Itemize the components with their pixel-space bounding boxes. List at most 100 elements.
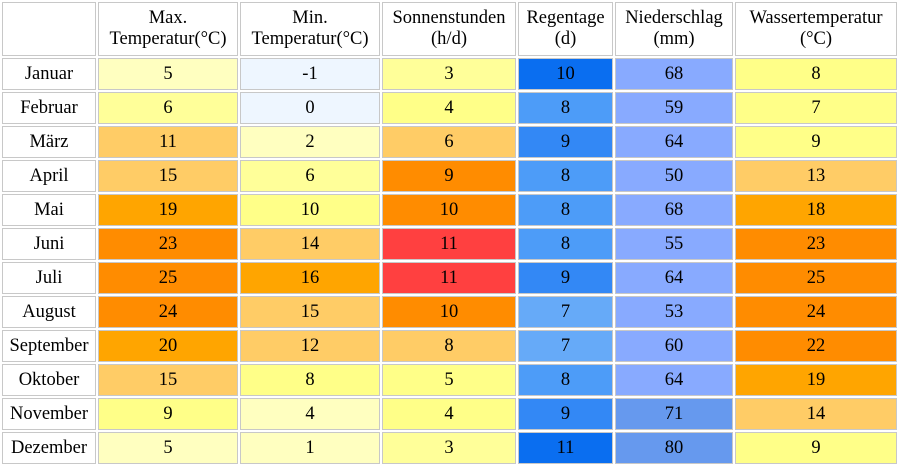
cell-precipitation: 64 bbox=[615, 364, 733, 396]
cell-precipitation: 64 bbox=[615, 262, 733, 294]
cell-rain-days: 8 bbox=[518, 364, 613, 396]
table-row: Dezember 5 1 3 11 80 9 bbox=[2, 432, 897, 464]
header-row: Max. Temperatur(°C) Min. Temperatur(°C) So… bbox=[2, 2, 897, 56]
cell-min-temp: 0 bbox=[240, 92, 380, 124]
cell-min-temp: 10 bbox=[240, 194, 380, 226]
cell-water-temp: 13 bbox=[735, 160, 897, 192]
cell-precipitation: 50 bbox=[615, 160, 733, 192]
month-label: August bbox=[2, 296, 96, 328]
cell-rain-days: 9 bbox=[518, 398, 613, 430]
cell-max-temp: 15 bbox=[98, 364, 238, 396]
table-row: März 11 2 6 9 64 9 bbox=[2, 126, 897, 158]
cell-max-temp: 24 bbox=[98, 296, 238, 328]
cell-precipitation: 64 bbox=[615, 126, 733, 158]
month-label: Mai bbox=[2, 194, 96, 226]
cell-sunshine: 11 bbox=[382, 262, 516, 294]
month-label: Januar bbox=[2, 58, 96, 90]
cell-min-temp: 14 bbox=[240, 228, 380, 260]
cell-rain-days: 7 bbox=[518, 296, 613, 328]
table-body: Januar 5 -1 3 10 68 8 Februar 6 0 4 8 59 7 März 11 2 6 9 64… bbox=[2, 58, 897, 464]
header-water-temp: Wassertemperatur (°C) bbox=[735, 2, 897, 56]
table-row: Oktober 15 8 5 8 64 19 bbox=[2, 364, 897, 396]
cell-sunshine: 11 bbox=[382, 228, 516, 260]
month-label: Februar bbox=[2, 92, 96, 124]
cell-precipitation: 71 bbox=[615, 398, 733, 430]
cell-min-temp: -1 bbox=[240, 58, 380, 90]
table-row: Juli 25 16 11 9 64 25 bbox=[2, 262, 897, 294]
table-row: Mai 19 10 10 8 68 18 bbox=[2, 194, 897, 226]
cell-min-temp: 12 bbox=[240, 330, 380, 362]
table-row: Februar 6 0 4 8 59 7 bbox=[2, 92, 897, 124]
month-label: April bbox=[2, 160, 96, 192]
cell-rain-days: 10 bbox=[518, 58, 613, 90]
table-row: Juni 23 14 11 8 55 23 bbox=[2, 228, 897, 260]
cell-precipitation: 68 bbox=[615, 58, 733, 90]
cell-precipitation: 53 bbox=[615, 296, 733, 328]
cell-sunshine: 6 bbox=[382, 126, 516, 158]
cell-max-temp: 9 bbox=[98, 398, 238, 430]
cell-water-temp: 9 bbox=[735, 126, 897, 158]
cell-sunshine: 10 bbox=[382, 296, 516, 328]
table-row: Januar 5 -1 3 10 68 8 bbox=[2, 58, 897, 90]
cell-precipitation: 55 bbox=[615, 228, 733, 260]
cell-max-temp: 11 bbox=[98, 126, 238, 158]
cell-sunshine: 3 bbox=[382, 58, 516, 90]
cell-max-temp: 19 bbox=[98, 194, 238, 226]
cell-rain-days: 9 bbox=[518, 262, 613, 294]
cell-rain-days: 8 bbox=[518, 228, 613, 260]
header-rain-days: Regentage (d) bbox=[518, 2, 613, 56]
cell-sunshine: 5 bbox=[382, 364, 516, 396]
cell-precipitation: 68 bbox=[615, 194, 733, 226]
cell-water-temp: 9 bbox=[735, 432, 897, 464]
cell-rain-days: 8 bbox=[518, 92, 613, 124]
cell-water-temp: 23 bbox=[735, 228, 897, 260]
cell-max-temp: 20 bbox=[98, 330, 238, 362]
cell-rain-days: 8 bbox=[518, 160, 613, 192]
cell-water-temp: 7 bbox=[735, 92, 897, 124]
month-label: März bbox=[2, 126, 96, 158]
table-row: November 9 4 4 9 71 14 bbox=[2, 398, 897, 430]
cell-rain-days: 11 bbox=[518, 432, 613, 464]
header-precipitation: Niederschlag (mm) bbox=[615, 2, 733, 56]
cell-rain-days: 9 bbox=[518, 126, 613, 158]
corner-cell bbox=[2, 2, 96, 56]
cell-max-temp: 25 bbox=[98, 262, 238, 294]
cell-sunshine: 3 bbox=[382, 432, 516, 464]
cell-precipitation: 59 bbox=[615, 92, 733, 124]
cell-rain-days: 8 bbox=[518, 194, 613, 226]
cell-water-temp: 19 bbox=[735, 364, 897, 396]
month-label: November bbox=[2, 398, 96, 430]
cell-max-temp: 5 bbox=[98, 432, 238, 464]
cell-min-temp: 4 bbox=[240, 398, 380, 430]
cell-max-temp: 5 bbox=[98, 58, 238, 90]
cell-sunshine: 9 bbox=[382, 160, 516, 192]
cell-water-temp: 8 bbox=[735, 58, 897, 90]
cell-min-temp: 2 bbox=[240, 126, 380, 158]
cell-precipitation: 80 bbox=[615, 432, 733, 464]
header-max-temp: Max. Temperatur(°C) bbox=[98, 2, 238, 56]
cell-min-temp: 1 bbox=[240, 432, 380, 464]
month-label: Oktober bbox=[2, 364, 96, 396]
cell-precipitation: 60 bbox=[615, 330, 733, 362]
table-row: August 24 15 10 7 53 24 bbox=[2, 296, 897, 328]
cell-sunshine: 10 bbox=[382, 194, 516, 226]
header-sunshine: Sonnenstunden (h/d) bbox=[382, 2, 516, 56]
cell-water-temp: 14 bbox=[735, 398, 897, 430]
cell-sunshine: 8 bbox=[382, 330, 516, 362]
cell-water-temp: 18 bbox=[735, 194, 897, 226]
cell-min-temp: 8 bbox=[240, 364, 380, 396]
cell-min-temp: 16 bbox=[240, 262, 380, 294]
month-label: September bbox=[2, 330, 96, 362]
month-label: Juni bbox=[2, 228, 96, 260]
table-row: September 20 12 8 7 60 22 bbox=[2, 330, 897, 362]
cell-max-temp: 15 bbox=[98, 160, 238, 192]
header-min-temp: Min. Temperatur(°C) bbox=[240, 2, 380, 56]
month-label: Juli bbox=[2, 262, 96, 294]
cell-water-temp: 25 bbox=[735, 262, 897, 294]
cell-water-temp: 24 bbox=[735, 296, 897, 328]
month-label: Dezember bbox=[2, 432, 96, 464]
cell-sunshine: 4 bbox=[382, 92, 516, 124]
cell-water-temp: 22 bbox=[735, 330, 897, 362]
cell-sunshine: 4 bbox=[382, 398, 516, 430]
